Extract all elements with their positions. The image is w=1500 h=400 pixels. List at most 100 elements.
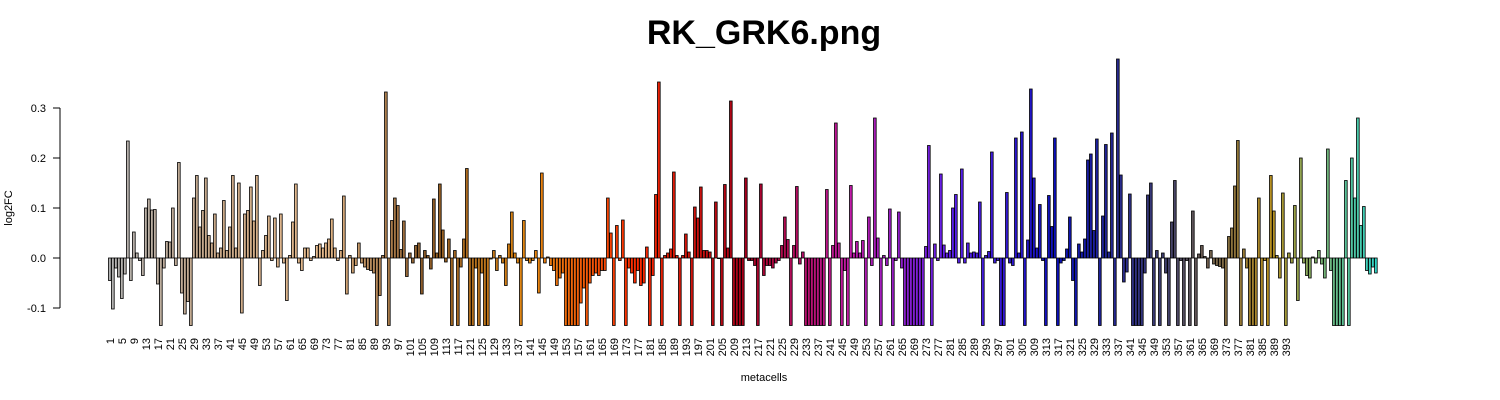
bar — [585, 257, 589, 326]
bar — [183, 257, 187, 315]
bar — [267, 215, 271, 259]
x-tick-label: 361 — [1185, 338, 1197, 356]
bar — [297, 257, 301, 264]
x-tick-label: 253 — [861, 338, 873, 356]
bar — [1260, 257, 1264, 326]
bar — [354, 257, 358, 266]
bar — [666, 252, 670, 259]
bar — [855, 241, 859, 259]
x-tick-label: 285 — [957, 338, 969, 356]
bar — [846, 257, 850, 326]
x-tick-label: 57 — [273, 338, 285, 350]
bar — [1356, 117, 1360, 259]
bar — [588, 257, 592, 284]
bar — [1371, 257, 1375, 268]
x-tick-label: 237 — [813, 338, 825, 356]
bar — [495, 257, 499, 271]
bar — [1215, 257, 1219, 266]
bar — [777, 257, 781, 261]
bar — [168, 241, 172, 259]
bar — [987, 251, 991, 259]
bar — [1203, 256, 1207, 259]
x-tick-label: 233 — [801, 338, 813, 356]
x-tick-label: 269 — [909, 338, 921, 356]
bar — [1332, 257, 1336, 326]
bar — [699, 186, 703, 259]
bar — [453, 250, 457, 259]
bar — [870, 257, 874, 266]
bar — [429, 257, 433, 270]
bar — [1347, 257, 1351, 326]
bar — [615, 225, 619, 259]
bar — [534, 250, 538, 259]
bar — [612, 257, 616, 326]
x-tick-label: 377 — [1233, 338, 1245, 356]
bar — [1167, 257, 1171, 326]
bar — [1320, 257, 1324, 265]
y-tick-label: 0.1 — [31, 203, 46, 215]
bar — [288, 255, 292, 259]
bar — [753, 257, 757, 266]
bar — [258, 257, 262, 286]
bar — [696, 217, 700, 259]
x-tick-label: 45 — [237, 338, 249, 350]
bar — [960, 168, 964, 259]
bar — [936, 257, 940, 261]
x-tick-label: 69 — [309, 338, 321, 350]
bar — [1077, 243, 1081, 259]
bar — [414, 245, 418, 259]
bar — [1122, 257, 1126, 283]
bar — [1023, 257, 1027, 326]
bar — [1365, 257, 1369, 271]
bar — [306, 247, 310, 259]
bar — [1137, 257, 1141, 326]
bar — [420, 257, 424, 295]
bar — [885, 257, 889, 266]
bar — [603, 257, 607, 271]
x-axis-tick-labels: 1 5 9 13 17 21 25 29 33 37 41 45 49 53 57 61 65 69 73 77 81 8… — [105, 338, 1293, 356]
bar — [108, 257, 112, 281]
bar — [477, 257, 481, 326]
bar — [1350, 157, 1354, 259]
bar — [771, 257, 775, 269]
x-tick-label: 13 — [141, 338, 153, 350]
bar — [840, 257, 844, 326]
bar — [609, 232, 613, 259]
bar — [366, 257, 370, 270]
bar — [1074, 257, 1078, 326]
bar — [633, 257, 637, 284]
bar — [345, 257, 349, 295]
x-tick-label: 53 — [261, 338, 273, 350]
x-tick-label: 129 — [489, 338, 501, 356]
bar — [924, 246, 928, 259]
bar — [441, 229, 445, 259]
bar — [294, 183, 298, 259]
bar — [312, 256, 316, 259]
bar — [1257, 197, 1261, 259]
bar — [471, 257, 475, 326]
bar — [339, 250, 343, 259]
bar — [1293, 205, 1297, 259]
x-tick-label: 73 — [321, 338, 333, 350]
bar — [435, 252, 439, 259]
bar — [822, 257, 826, 326]
x-tick-label: 169 — [609, 338, 621, 356]
bar — [162, 257, 166, 269]
bar — [975, 252, 979, 259]
x-tick-label: 93 — [381, 338, 393, 350]
bar — [204, 177, 208, 259]
bar — [570, 257, 574, 326]
bar — [522, 220, 526, 259]
bar — [657, 81, 661, 259]
bar — [324, 242, 328, 259]
bar — [792, 245, 796, 259]
bar — [1062, 257, 1066, 261]
bar — [879, 257, 883, 326]
bar — [1101, 215, 1105, 259]
bar — [945, 252, 949, 259]
bar — [969, 252, 973, 259]
bar — [714, 201, 718, 259]
x-tick-label: 1 — [105, 338, 117, 344]
bar — [768, 257, 772, 266]
bar — [516, 257, 520, 264]
